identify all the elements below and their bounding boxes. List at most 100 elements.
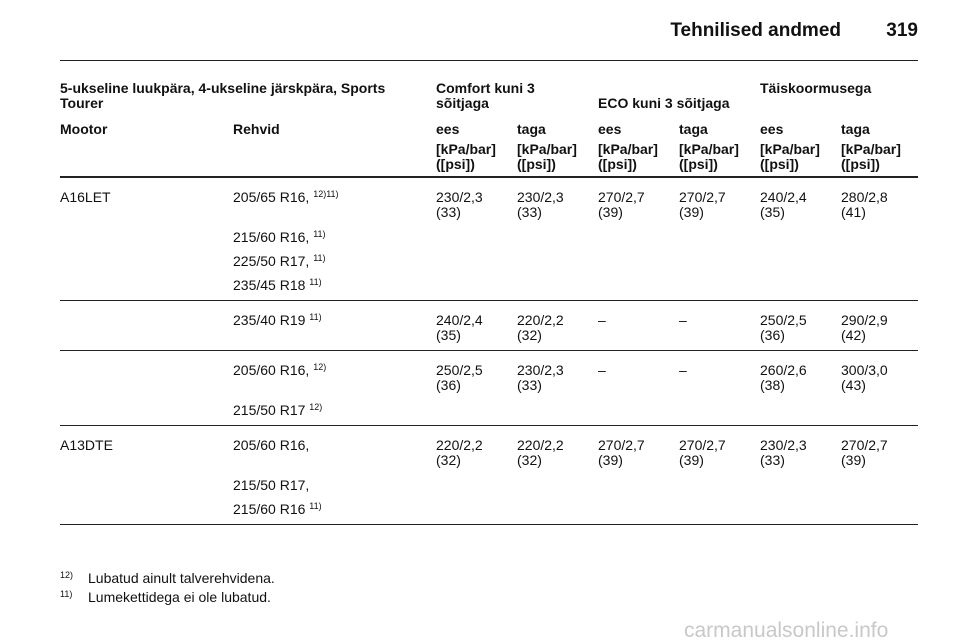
pressure-bar: 300/3,0 <box>841 362 888 378</box>
pressure-bar: 270/2,7 <box>598 437 645 453</box>
footnote-ref: 11) <box>309 312 322 322</box>
engine: A16LET <box>60 189 111 205</box>
header-title: Tehnilised andmed <box>670 20 842 41</box>
footnote-mark: 11) <box>60 589 73 599</box>
page-number: 319 <box>886 20 918 41</box>
column-header: taga <box>679 121 708 137</box>
pressure-psi: (43) <box>841 377 866 393</box>
unit: [kPa/bar] ([psi]) <box>760 141 820 172</box>
pressure-bar: 230/2,3 <box>436 189 483 205</box>
tyre-size: 225/50 R17, <box>233 253 310 269</box>
tyre-size: 235/45 R18 <box>233 277 306 293</box>
pressure-bar: 220/2,2 <box>517 437 564 453</box>
footnote-mark: 12) <box>60 570 74 580</box>
pressure-psi: (35) <box>760 204 785 220</box>
pressure-bar: 270/2,7 <box>598 189 645 205</box>
pressure: – <box>598 362 606 378</box>
footnote-ref: 11) <box>313 253 326 263</box>
rule <box>60 60 918 61</box>
pressure-bar: 240/2,4 <box>760 189 807 205</box>
pressure-psi: (39) <box>598 204 623 220</box>
column-header: taga <box>517 121 546 137</box>
column-header: ees <box>436 121 460 137</box>
tyre: 215/50 R17 12) <box>233 403 322 418</box>
pressure-bar: 260/2,6 <box>760 362 807 378</box>
page-header: Tehnilised andmed 319 <box>670 20 918 42</box>
pressure-bar: 230/2,3 <box>760 437 807 453</box>
pressure-bar: 240/2,4 <box>436 312 483 328</box>
pressure-psi: (39) <box>841 452 866 468</box>
pressure-psi: (33) <box>760 452 785 468</box>
tyre-size: 205/65 R16, <box>233 189 310 205</box>
watermark: carmanualsonline.info <box>684 619 889 642</box>
footnote-ref: 11) <box>309 501 322 511</box>
tyre: 205/60 R16, 12) <box>233 363 326 378</box>
column-header: Mootor <box>60 121 108 137</box>
pressure-bar: 250/2,5 <box>760 312 807 328</box>
pressure-psi: (35) <box>436 327 461 343</box>
unit: [kPa/bar] ([psi]) <box>841 141 901 172</box>
footnote-ref: 12) <box>313 362 327 372</box>
tyre: 225/50 R17, 11) <box>233 254 326 269</box>
footnote-ref: 11) <box>313 229 326 239</box>
group-header: Comfort kuni 3 sõitjaga <box>436 80 535 111</box>
pressure-bar: 220/2,2 <box>436 437 483 453</box>
pressure-psi: (32) <box>517 327 542 343</box>
pressure-bar: 290/2,9 <box>841 312 888 328</box>
group-header: ECO kuni 3 sõitjaga <box>598 95 730 111</box>
tyre: 205/65 R16, 12)11) <box>233 190 339 205</box>
unit: [kPa/bar] ([psi]) <box>598 141 658 172</box>
tyre-size: 205/60 R16, <box>233 362 310 378</box>
rule <box>60 176 918 178</box>
pressure-bar: 250/2,5 <box>436 362 483 378</box>
rule <box>60 425 918 426</box>
footnote-text: Lumekettidega ei ole lubatud. <box>88 589 271 605</box>
pressure-psi: (39) <box>598 452 623 468</box>
group-header: 5-ukseline luukpära, 4-ukseline järskpär… <box>60 80 386 111</box>
engine: A13DTE <box>60 437 113 453</box>
pressure-psi: (32) <box>436 452 461 468</box>
tyre: 215/60 R16, 11) <box>233 230 326 245</box>
rule <box>60 350 918 351</box>
unit: [kPa/bar] ([psi]) <box>436 141 496 172</box>
pressure-psi: (38) <box>760 377 785 393</box>
group-header: Täiskoormusega <box>760 80 872 96</box>
unit: [kPa/bar] ([psi]) <box>679 141 739 172</box>
column-header: ees <box>760 121 784 137</box>
pressure-bar: 280/2,8 <box>841 189 888 205</box>
pressure: – <box>679 362 687 378</box>
pressure-bar: 230/2,3 <box>517 362 564 378</box>
pressure-psi: (33) <box>517 377 542 393</box>
tyre: 235/45 R18 11) <box>233 278 322 293</box>
tyre: 215/60 R16 11) <box>233 502 322 517</box>
pressure-psi: (42) <box>841 327 866 343</box>
tyre-size: 215/50 R17 <box>233 402 306 418</box>
pressure-psi: (39) <box>679 204 704 220</box>
footnote-text: Lubatud ainult talverehvidena. <box>88 570 275 586</box>
unit: [kPa/bar] ([psi]) <box>517 141 577 172</box>
footnote-ref: 12) <box>309 402 323 412</box>
pressure-bar: 270/2,7 <box>841 437 888 453</box>
tyre-size: 215/50 R17, <box>233 477 310 493</box>
pressure-psi: (36) <box>760 327 785 343</box>
pressure: – <box>679 312 687 328</box>
tyre: 205/60 R16, <box>233 438 309 453</box>
column-header: ees <box>598 121 622 137</box>
tyre: 235/40 R19 11) <box>233 313 322 328</box>
pressure-psi: (33) <box>517 204 542 220</box>
pressure-psi: (36) <box>436 377 461 393</box>
tyre-size: 215/60 R16 <box>233 501 306 517</box>
pressure-psi: (33) <box>436 204 461 220</box>
rule <box>60 300 918 301</box>
pressure-psi: (41) <box>841 204 866 220</box>
pressure-bar: 270/2,7 <box>679 437 726 453</box>
tyre-size: 235/40 R19 <box>233 312 306 328</box>
pressure-psi: (39) <box>679 452 704 468</box>
column-header: taga <box>841 121 870 137</box>
pressure-bar: 270/2,7 <box>679 189 726 205</box>
tyre: 215/50 R17, <box>233 478 309 493</box>
column-header: Rehvid <box>233 121 280 137</box>
tyre-size: 215/60 R16, <box>233 229 310 245</box>
pressure: – <box>598 312 606 328</box>
